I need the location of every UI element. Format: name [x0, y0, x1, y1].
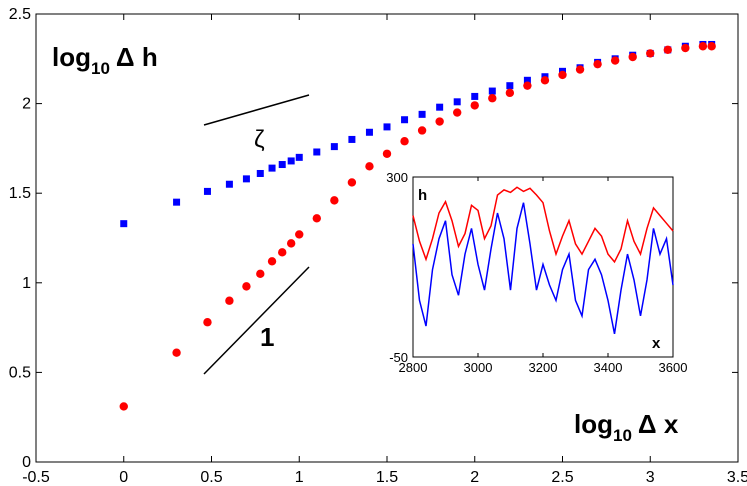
marker — [383, 123, 391, 131]
annotation: ζ — [254, 126, 265, 153]
marker — [681, 43, 690, 53]
marker — [400, 137, 409, 146]
x-tick-label: 3 — [646, 469, 655, 486]
x-tick-label: 3000 — [464, 360, 493, 375]
marker — [593, 59, 602, 69]
annotation: 1 — [260, 322, 274, 352]
y-tick-label: 0 — [22, 454, 31, 471]
marker — [382, 149, 392, 158]
marker — [488, 94, 497, 103]
marker — [347, 178, 357, 187]
x-axis-label: log10 Δ x — [574, 409, 679, 445]
inset-x-label: x — [652, 335, 661, 352]
marker — [698, 42, 708, 51]
slope-guide — [203, 94, 310, 126]
marker — [505, 88, 515, 98]
y-tick-label: 2.5 — [9, 6, 31, 23]
x-tick-label: -0.5 — [22, 469, 50, 486]
marker — [120, 220, 128, 228]
y-axis-label: log10 Δ h — [52, 42, 158, 78]
marker — [540, 76, 550, 85]
marker — [330, 143, 338, 151]
marker — [646, 49, 655, 58]
x-tick-label: 3200 — [529, 360, 558, 375]
marker — [278, 248, 287, 257]
marker — [453, 108, 462, 117]
marker — [225, 296, 234, 305]
marker — [470, 101, 479, 110]
marker — [707, 42, 716, 51]
series-line — [412, 186, 674, 264]
marker — [417, 126, 427, 135]
x-tick-label: 3600 — [659, 360, 688, 375]
marker — [203, 187, 211, 195]
y-tick-label: 1.5 — [9, 185, 31, 202]
x-tick-label: 1.5 — [376, 469, 398, 486]
marker — [119, 402, 128, 411]
marker — [365, 128, 373, 136]
slope-guide — [203, 266, 310, 375]
marker — [506, 82, 514, 90]
marker — [610, 56, 620, 65]
marker — [436, 103, 444, 111]
marker — [278, 161, 286, 169]
marker — [488, 87, 496, 95]
marker — [523, 81, 532, 90]
marker — [225, 180, 233, 188]
marker — [348, 135, 356, 143]
x-tick-label: 3.5 — [727, 469, 747, 486]
marker — [242, 175, 250, 183]
marker — [435, 117, 444, 126]
y-tick-label: 1 — [22, 275, 31, 292]
marker — [575, 65, 585, 74]
marker — [401, 116, 409, 124]
marker — [295, 230, 304, 239]
marker — [242, 282, 251, 291]
marker — [286, 239, 296, 248]
marker — [172, 348, 181, 357]
marker — [330, 196, 339, 205]
x-tick-label: 3400 — [594, 360, 623, 375]
main-plot: -0.5 0 0.5 1 1.5 2 2.5 3 3.500.511.522.5 — [9, 6, 747, 486]
marker — [471, 92, 479, 100]
inset-y-label: h — [418, 187, 427, 204]
x-tick-label: 0.5 — [200, 469, 222, 486]
x-tick-label: 0 — [119, 469, 128, 486]
marker — [523, 76, 531, 84]
x-tick-label: 2 — [470, 469, 479, 486]
marker — [287, 157, 295, 165]
marker — [267, 257, 277, 266]
inset-plot: 2800 3000 3200 3400 3600 -50 300 — [386, 170, 687, 375]
marker — [628, 52, 637, 62]
marker — [256, 169, 264, 177]
marker — [203, 318, 212, 327]
marker — [313, 148, 321, 156]
marker — [268, 164, 276, 172]
marker — [453, 98, 461, 106]
marker — [418, 110, 426, 118]
marker — [173, 198, 181, 206]
marker — [295, 153, 303, 161]
x-tick-label: 1 — [295, 469, 304, 486]
marker — [365, 162, 374, 171]
y-tick-label: 300 — [386, 170, 408, 185]
marker — [256, 269, 265, 279]
marker — [312, 214, 321, 223]
marker — [663, 45, 672, 55]
x-tick-label: 2800 — [399, 360, 428, 375]
y-tick-label: -50 — [389, 350, 408, 365]
marker — [558, 70, 567, 80]
x-tick-label: 2.5 — [551, 469, 573, 486]
y-tick-label: 2 — [22, 96, 31, 113]
y-tick-label: 0.5 — [9, 364, 31, 381]
series-line — [412, 202, 674, 335]
